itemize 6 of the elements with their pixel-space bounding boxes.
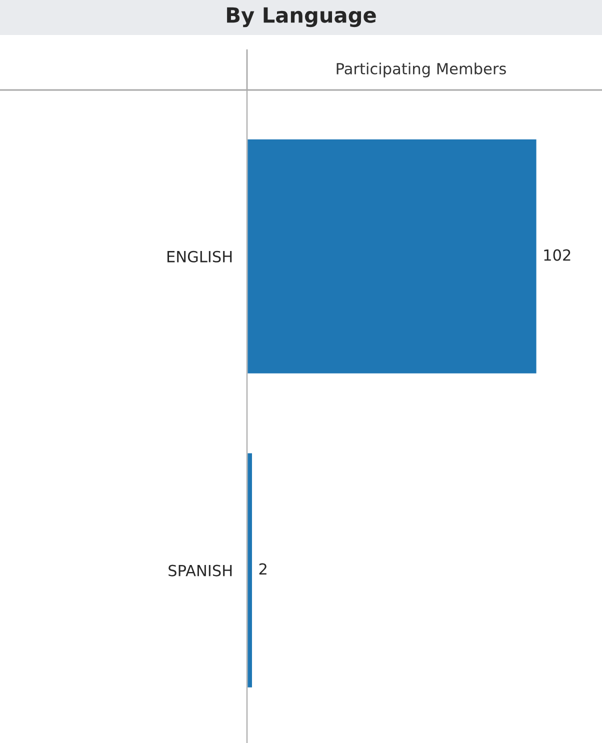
x-axis-title: Participating Members [336,62,506,78]
chart-title: By Language [227,7,376,28]
y-tick-label: ENGLISH [167,250,232,262]
data-label: 2 [259,563,266,575]
data-label: 102 [544,249,570,261]
y-tick-label: SPANISH [168,564,232,576]
